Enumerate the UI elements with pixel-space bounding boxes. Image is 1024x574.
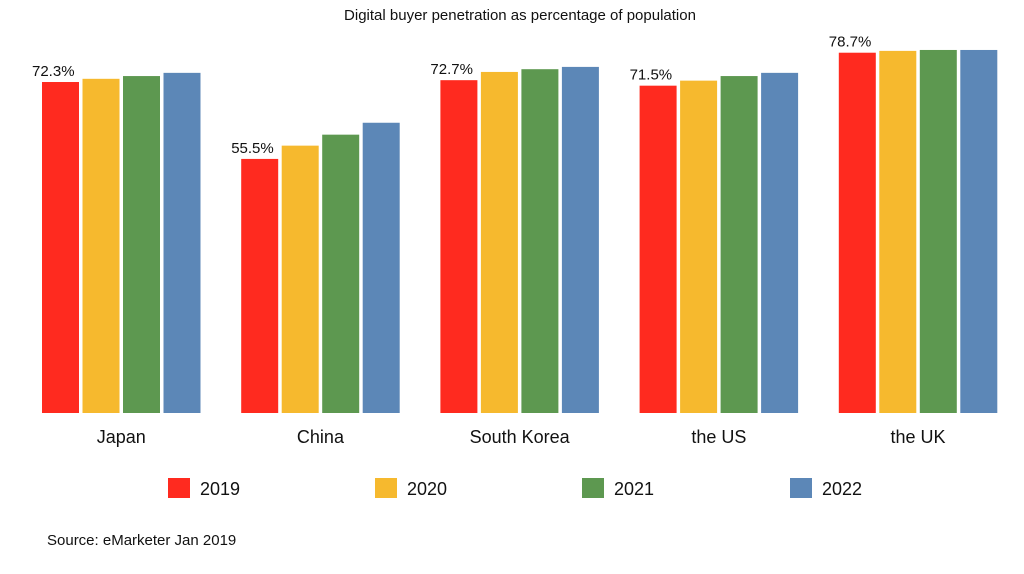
bar-2020-3 <box>680 80 718 413</box>
legend-label: 2020 <box>407 479 447 499</box>
data-label: 78.7% <box>829 34 872 51</box>
category-label: South Korea <box>470 427 571 447</box>
chart-title: Digital buyer penetration as percentage … <box>344 7 696 24</box>
category-label: the UK <box>891 427 946 447</box>
data-label: 72.3% <box>32 63 75 80</box>
bar-2022-2 <box>561 66 599 413</box>
category-label: the US <box>691 427 746 447</box>
bar-2020-1 <box>281 145 319 413</box>
legend-swatch-2022 <box>790 478 812 498</box>
data-label: 71.5% <box>630 67 673 84</box>
bar-2021-2 <box>521 69 559 413</box>
legend-swatch-2019 <box>168 478 190 498</box>
category-label: Japan <box>97 427 146 447</box>
legend-label: 2019 <box>200 479 240 499</box>
bar-2019-2 <box>440 80 478 414</box>
source-note: Source: eMarketer Jan 2019 <box>47 532 236 549</box>
legend-label: 2021 <box>614 479 654 499</box>
bar-2022-0 <box>163 72 201 413</box>
legend-label: 2022 <box>822 479 862 499</box>
data-label: 55.5% <box>231 140 274 157</box>
bar-2022-3 <box>761 72 799 413</box>
bar-2019-3 <box>639 85 677 413</box>
bar-2021-3 <box>720 76 758 413</box>
bar-2019-1 <box>241 158 279 413</box>
bar-2022-4 <box>960 49 998 413</box>
category-label: China <box>297 427 345 447</box>
bar-2020-2 <box>480 71 518 414</box>
bar-2019-4 <box>838 52 876 414</box>
bar-2022-1 <box>362 122 400 414</box>
bar-2021-1 <box>322 134 360 413</box>
legend-swatch-2021 <box>582 478 604 498</box>
legend-swatch-2020 <box>375 478 397 498</box>
bar-2020-4 <box>879 50 917 414</box>
bar-2021-4 <box>919 49 957 413</box>
bar-2020-0 <box>82 78 120 413</box>
bar-2019-0 <box>42 82 79 414</box>
bar-2021-0 <box>123 76 160 413</box>
data-label: 72.7% <box>430 61 473 78</box>
